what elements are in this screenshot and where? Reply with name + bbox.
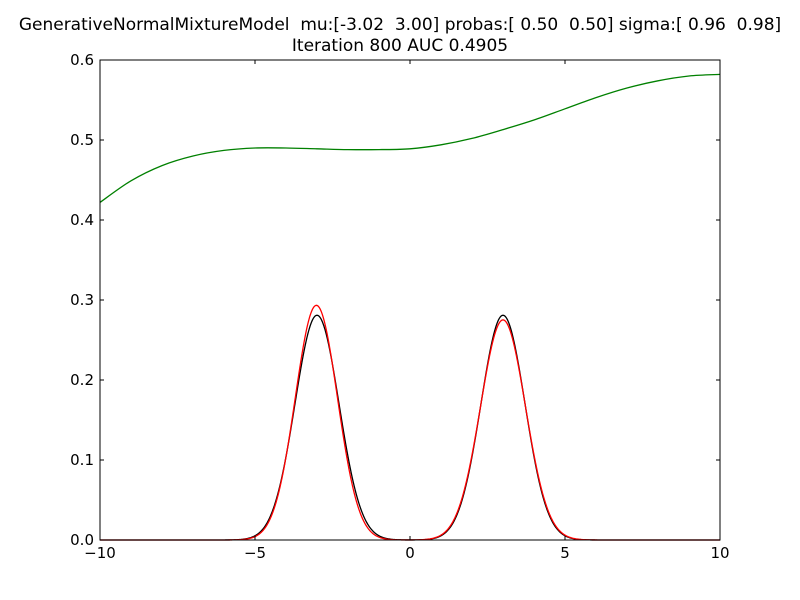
y-tick-label: 0.1 xyxy=(70,451,94,469)
series-line-1 xyxy=(100,304,720,541)
x-tick-label: −10 xyxy=(84,544,116,562)
series-line-0 xyxy=(100,314,720,541)
x-tick-label: 0 xyxy=(405,544,415,562)
y-tick-label: 0.6 xyxy=(70,51,94,69)
chart-subtitle: Iteration 800 AUC 0.4905 xyxy=(291,36,509,56)
y-tick-label: 0.0 xyxy=(70,531,94,549)
x-tick-label: 5 xyxy=(560,544,570,562)
series-line-2 xyxy=(99,73,721,203)
chart-title: GenerativeNormalMixtureModel mu:[-3.02 3… xyxy=(18,15,782,35)
y-tick-label: 0.2 xyxy=(70,371,94,389)
y-tick-label: 0.4 xyxy=(70,211,94,229)
x-tick-label: −5 xyxy=(244,544,266,562)
axes-frame xyxy=(99,59,721,541)
y-tick-label: 0.3 xyxy=(70,291,94,309)
x-tick-label: 10 xyxy=(710,544,729,562)
y-tick-label: 0.5 xyxy=(70,131,94,149)
